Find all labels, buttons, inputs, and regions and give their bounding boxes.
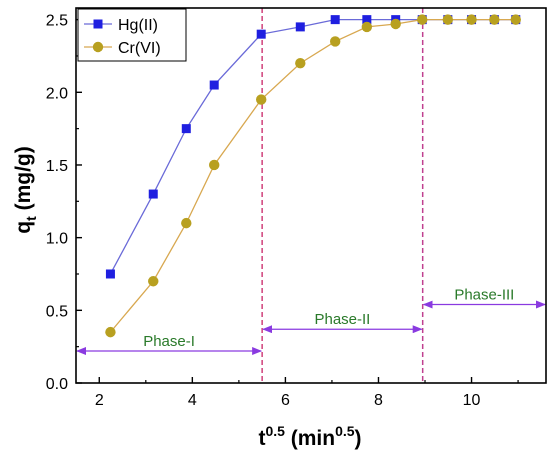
data-point-circle <box>105 326 116 338</box>
data-point-square <box>105 269 115 279</box>
y-tick-label: 2.5 <box>46 13 68 30</box>
data-point-square <box>256 29 266 39</box>
y-axis-title-units: (mg/g) <box>12 146 35 216</box>
y-axis-title: qt (mg/g) <box>12 146 39 233</box>
phase-annotations: Phase-I Phase-II Phase-III <box>76 287 546 356</box>
data-point-circle <box>295 58 306 69</box>
data-point-circle <box>209 159 220 171</box>
x-axis-title-units-open: (min <box>285 427 335 450</box>
data-point-square <box>181 124 191 134</box>
data-point-circle <box>489 14 500 25</box>
phase-label: Phase-II <box>314 311 370 328</box>
legend-marker-square <box>93 19 103 29</box>
x-tick-label: 8 <box>374 392 383 409</box>
phase-label: Phase-I <box>143 333 195 350</box>
legend: Hg(II) Cr(VI) <box>77 8 187 62</box>
data-point-circle <box>329 36 341 47</box>
data-point-square <box>209 80 219 90</box>
x-axis-title-base: t <box>258 427 265 450</box>
data-point-circle <box>510 14 521 25</box>
data-point-circle <box>466 14 477 25</box>
x-tick-label: 4 <box>188 392 197 409</box>
data-point-square <box>362 15 372 25</box>
y-tick-label: 0.0 <box>46 376 68 393</box>
data-series <box>105 14 521 338</box>
y-axis-title-subscript: t <box>23 216 39 221</box>
data-point-circle <box>361 21 373 33</box>
y-tick-label: 0.5 <box>46 303 68 320</box>
x-axis-title-units-close: ) <box>355 427 362 450</box>
x-axis-title-superscript: 0.5 <box>265 423 285 439</box>
x-tick-label: 2 <box>95 392 104 409</box>
data-point-circle <box>390 18 401 30</box>
legend-label: Hg(II) <box>118 17 158 34</box>
data-point-circle <box>148 276 159 287</box>
x-tick-label: 6 <box>281 392 290 409</box>
x-axis-title: t0.5 (min0.5) <box>258 423 361 450</box>
phase-label: Phase-III <box>454 287 514 304</box>
data-point-circle <box>442 14 454 25</box>
data-point-square <box>295 22 305 32</box>
legend-box <box>77 8 187 62</box>
series-line <box>109 18 516 333</box>
axes: 2 4 6 8 10 0.0 0.5 1.0 1.5 2.0 2.5 <box>46 13 519 409</box>
y-tick-label: 2.0 <box>46 85 68 102</box>
x-tick-label: 10 <box>463 392 481 409</box>
data-point-circle <box>417 14 428 25</box>
x-axis-title-units-superscript: 0.5 <box>335 423 355 439</box>
y-tick-label: 1.0 <box>46 231 68 248</box>
data-point-circle <box>256 94 267 105</box>
phase-divider-lines <box>261 8 424 383</box>
series-cr <box>105 14 521 338</box>
legend-marker-circle <box>92 41 104 53</box>
y-tick-label: 1.5 <box>46 158 68 175</box>
legend-label: Cr(VI) <box>118 40 161 57</box>
data-point-square <box>330 15 340 25</box>
data-point-square <box>148 189 158 199</box>
y-axis-title-base: q <box>12 221 35 234</box>
data-point-circle <box>181 217 192 229</box>
plot-frame <box>75 7 547 384</box>
